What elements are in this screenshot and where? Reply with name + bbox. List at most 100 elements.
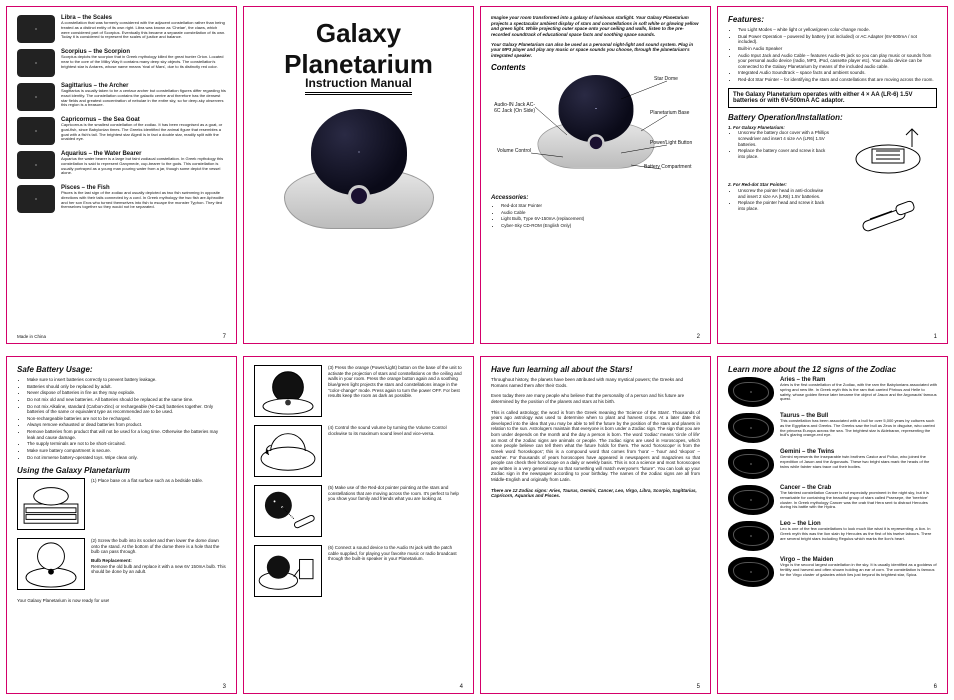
row-2: Safe Battery Usage: Make sure to insert … (0, 350, 954, 700)
constellation-icon (17, 15, 55, 43)
constellation-icon (728, 413, 774, 443)
zodiac-desc: Aquarius the water bearer is a large but… (61, 157, 226, 176)
safe-battery-list: Make sure to insert batteries correctly … (17, 377, 226, 460)
zodiac-row: Taurus – the BullThis constellation has … (728, 413, 937, 443)
list-item: Audio Cable (501, 210, 700, 216)
features-header: Features: (728, 15, 937, 24)
stars-p2: Even today there are many people who bel… (491, 393, 700, 404)
ready-text: Your Galaxy Planetarium is now ready for… (17, 598, 226, 604)
bulb-repl-text: Remove the old bulb and replace it with … (91, 564, 226, 575)
panel-page-7: Libra – the ScalesA constellation that w… (6, 6, 237, 344)
stars-p3: This is called astrology; the word is fr… (491, 410, 700, 483)
list-item: Unscrew the pointer head in anti-clockwi… (738, 188, 831, 199)
zodiac-12-header: Learn more about the 12 signs of the Zod… (728, 365, 937, 374)
panel-page-1: Features: Two Light Modes – white light … (717, 6, 948, 344)
product-title-line2: Planetarium (284, 52, 433, 77)
list-item: Make sure to insert batteries correctly … (27, 377, 226, 383)
list-item: Light Bulb, Type 6V-150mA (replacement) (501, 216, 700, 222)
page-number-7: 7 (223, 334, 226, 340)
list-item: Do not immerse battery-operated toys. Wi… (27, 455, 226, 461)
constellation-icon (728, 449, 774, 479)
zodiac-row: Capricornus – the Sea GoatCapricornus is… (17, 117, 226, 145)
illus-step-5 (254, 485, 322, 537)
list-item: Audio Input Jack and Audio Cable – featu… (738, 53, 937, 70)
step-5-text: (5) Make use of the Red-dot pointer poin… (328, 485, 463, 502)
step-6-text: (6) Connect a sound device to the Audio … (328, 545, 463, 562)
stars-p1: Throughout history, the planets have bee… (491, 377, 700, 388)
list-item: Always remove exhausted or dead batterie… (27, 422, 226, 428)
zodiac-row: Virgo – the MaidenVirgo is the second la… (728, 557, 937, 587)
row-1: Libra – the ScalesA constellation that w… (0, 0, 954, 350)
features-list: Two Light Modes – white light or yellow/… (728, 27, 937, 83)
list-item: The supply terminals are not to be short… (27, 441, 226, 447)
page-number-5: 5 (697, 684, 700, 690)
page-number-1: 1 (934, 334, 937, 340)
accessories-header: Accessories: (491, 195, 700, 203)
constellation-icon (728, 377, 774, 407)
battery-illus-pointer (852, 185, 924, 235)
page-number-6: 6 (934, 684, 937, 690)
zodiac-desc: Scorpius depicts the scorpion that in Gr… (61, 55, 226, 69)
intro-1: Imagine your room transformed into a gal… (491, 15, 700, 38)
list-item: Never dispose of batteries in fire as th… (27, 390, 226, 396)
subtitle: Instruction Manual (305, 76, 412, 95)
battery-1-steps: Unscrew the battery door cover with a Ph… (728, 130, 831, 159)
list-item: Integrated Audio Soundtrack – space fact… (738, 70, 937, 76)
zodiac-row: Pisces – the FishPisces is the last sign… (17, 185, 226, 213)
list-item: Do not mix Alkaline, standard (Carbon-Zi… (27, 404, 226, 415)
stars-header: Have fun learning all about the Stars! (491, 365, 700, 374)
battery-2-steps: Unscrew the pointer head in anti-clockwi… (728, 188, 831, 212)
list-item: Dual Power Operation – powered by batter… (738, 34, 937, 45)
zodiac-desc: Gemini represents the inseparable twin b… (780, 455, 937, 469)
zodiac-desc: Leo is one of the few constellations to … (780, 527, 937, 541)
constellation-icon (17, 83, 55, 111)
constellation-icon (17, 185, 55, 213)
constellation-icon (728, 485, 774, 515)
leader-lines (491, 75, 700, 195)
list-item: Built-in Audio Speaker (738, 46, 937, 52)
list-item: Two Light Modes – white light or yellow/… (738, 27, 937, 33)
list-item: Red-dot Star Pointer – for identifying t… (738, 77, 937, 83)
step-2-text: (2) Screw the bulb into its socket and t… (91, 538, 226, 555)
page-number-3: 3 (223, 684, 226, 690)
hero-illustration (284, 109, 434, 229)
step-4-text: (4) Control the sound volume by turning … (328, 425, 463, 436)
list-item: Remove batteries from product that will … (27, 429, 226, 440)
product-title-line1: Galaxy (316, 21, 401, 46)
step-3-text: (3) Press the orange (Power/Light) butto… (328, 365, 463, 399)
list-item: Do not mix old and new batteries. All ba… (27, 397, 226, 403)
using-header: Using the Galaxy Planetarium (17, 466, 226, 475)
zodiac-desc: This constellation has been associated w… (780, 419, 937, 438)
zodiac-desc: Sagittarius is usually taken to be a cen… (61, 89, 226, 108)
zodiac-row: Aries – the RamAries is the first conste… (728, 377, 937, 407)
panel-page-5: Have fun learning all about the Stars! T… (480, 356, 711, 694)
zodiac-row: Libra – the ScalesA constellation that w… (17, 15, 226, 43)
panel-page-3: Safe Battery Usage: Make sure to insert … (6, 356, 237, 694)
zodiac-desc: Capricornus is the smallest constellatio… (61, 123, 226, 142)
zodiac-desc: A constellation that was formerly consid… (61, 21, 226, 40)
battery-install-header: Battery Operation/Installation: (728, 113, 937, 122)
zodiac-row: Aquarius – the Water BearerAquarius the … (17, 151, 226, 179)
list-item: Replace the pointer head and screw it ba… (738, 200, 831, 211)
panel-title: Galaxy Planetarium Instruction Manual (243, 6, 474, 344)
stars-p4: There are 12 Zodiac signs: Aries, Taurus… (491, 488, 700, 499)
zodiac-desc: Pisces is the last sign of the zodiac an… (61, 191, 226, 210)
constellation-icon (728, 521, 774, 551)
zodiac-row: Cancer – the CrabThe faintest constellat… (728, 485, 937, 515)
page-number-2: 2 (697, 334, 700, 340)
accessories-list: Red-dot Star PointerAudio CableLight Bul… (491, 203, 700, 229)
list-item: Batteries should only be replaced by adu… (27, 384, 226, 390)
intro-2: Your Galaxy Planetarium can also be used… (491, 42, 700, 59)
list-item: Unscrew the battery door cover with a Ph… (738, 130, 831, 147)
zodiac-row: Gemini – the TwinsGemini represents the … (728, 449, 937, 479)
constellation-icon (17, 151, 55, 179)
zodiac-row: Scorpius – the ScorpionScorpius depicts … (17, 49, 226, 77)
contents-header: Contents (491, 63, 700, 72)
panel-page-4: (3) Press the orange (Power/Light) butto… (243, 356, 474, 694)
constellation-icon (728, 557, 774, 587)
illus-step-3 (254, 365, 322, 417)
illus-step-6 (254, 545, 322, 597)
safe-battery-header: Safe Battery Usage: (17, 365, 226, 374)
list-item: Non-rechargeable batteries are not to be… (27, 416, 226, 422)
constellation-icon (17, 117, 55, 145)
